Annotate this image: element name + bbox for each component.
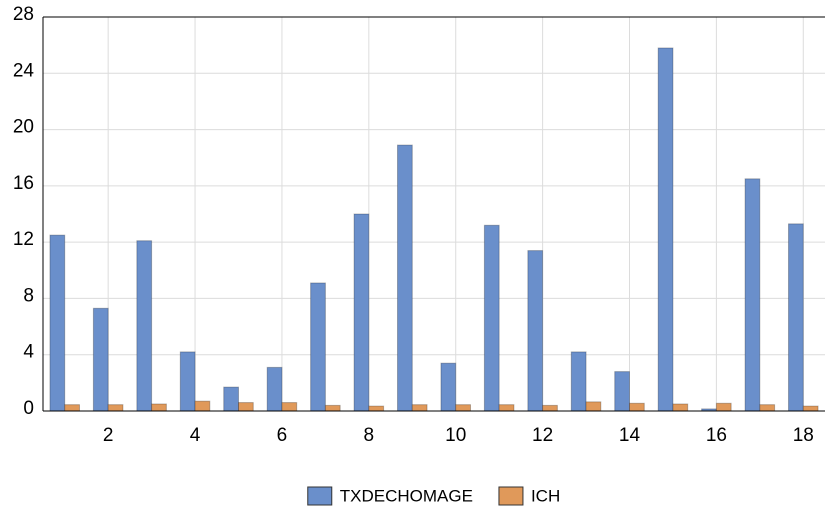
- bar: [310, 282, 326, 412]
- bar: [527, 250, 544, 412]
- bar: [411, 404, 428, 412]
- y-tick-label: 12: [13, 229, 34, 250]
- bar: [585, 401, 602, 412]
- bar: [179, 351, 196, 412]
- legend-label: TXDECHOMAGE: [340, 486, 473, 505]
- bar: [281, 402, 298, 412]
- bar: [107, 404, 124, 412]
- bar: [715, 402, 732, 412]
- bar: [614, 371, 630, 412]
- bar: [440, 362, 457, 412]
- bar: [802, 405, 819, 412]
- bar: [498, 404, 515, 412]
- x-tick-label: 14: [619, 425, 641, 446]
- bar: [368, 405, 385, 412]
- bar: [759, 404, 776, 412]
- x-tick-label: 10: [445, 425, 466, 446]
- bar: [542, 404, 558, 412]
- bar: [397, 144, 413, 412]
- y-tick-label: 8: [23, 285, 34, 306]
- bar: [353, 213, 370, 412]
- x-tick-label: 4: [190, 425, 201, 446]
- y-tick-label: 4: [23, 342, 34, 363]
- x-tick-label: 6: [277, 425, 288, 446]
- bar: [672, 403, 689, 412]
- legend-swatch: [498, 486, 524, 506]
- y-tick-label: 28: [13, 4, 34, 25]
- bar: [744, 178, 761, 412]
- bar: [194, 400, 211, 412]
- bar: [136, 240, 153, 412]
- bar: [64, 404, 80, 412]
- bar: [266, 366, 283, 412]
- bar: [657, 47, 674, 412]
- bar: [223, 386, 239, 412]
- x-tick-label: 12: [532, 425, 553, 446]
- bar: [238, 402, 254, 412]
- legend: TXDECHOMAGE ICH: [307, 486, 560, 506]
- bar: [455, 404, 471, 412]
- y-tick-label: 20: [13, 117, 34, 138]
- bar: [570, 351, 587, 412]
- bar: [788, 223, 804, 412]
- x-tick-label: 18: [793, 425, 814, 446]
- y-tick-label: 0: [23, 398, 34, 419]
- x-tick-label: 16: [706, 425, 727, 446]
- x-tick-label: 8: [364, 425, 375, 446]
- legend-swatch: [307, 486, 333, 506]
- y-tick-label: 16: [13, 173, 34, 194]
- y-tick-label: 24: [13, 60, 35, 81]
- bar: [92, 307, 109, 412]
- bar: [483, 224, 500, 412]
- bar: [151, 403, 167, 412]
- bar: [49, 234, 66, 412]
- bar: [629, 402, 645, 412]
- bar: [324, 404, 341, 412]
- legend-label: ICH: [531, 486, 560, 505]
- x-tick-label: 2: [103, 425, 114, 446]
